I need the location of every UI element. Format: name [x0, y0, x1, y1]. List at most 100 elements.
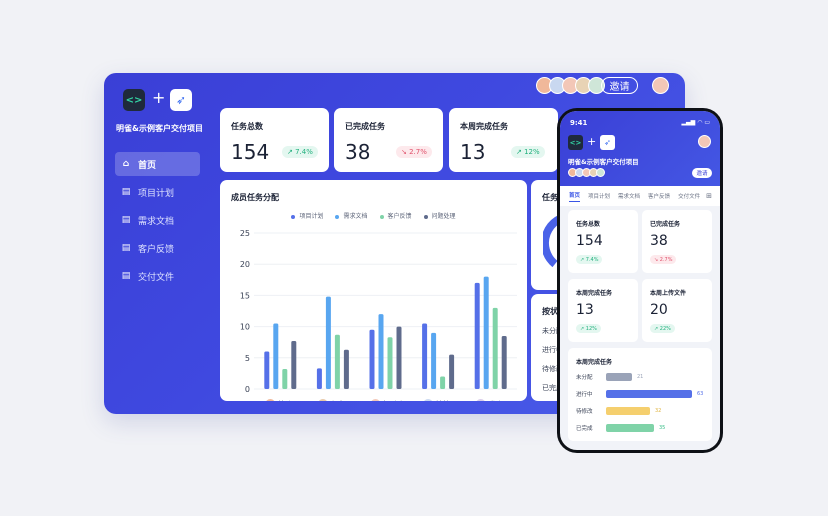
sidebar-item-requirements[interactable]: ▤ 需求文档	[115, 208, 200, 232]
document-icon: ▤	[121, 187, 131, 197]
bar-value: 21	[637, 373, 644, 380]
bar[interactable]	[325, 296, 331, 389]
legend-item[interactable]: 问题处理	[423, 211, 456, 220]
sidebar-item-project-plan[interactable]: ▤ 项目计划	[115, 180, 200, 204]
legend-item[interactable]: 需求文档	[335, 211, 368, 220]
legend-dot	[423, 214, 428, 219]
bar[interactable]	[440, 376, 446, 389]
sidebar-item-label: 客户反馈	[138, 244, 175, 255]
phone-stat-card-completed[interactable]: 已完成任务 38 ↘ 2.7%	[642, 210, 712, 273]
bar	[606, 372, 632, 381]
sidebar-item-label: 需求文档	[138, 216, 175, 227]
sidebar-item-deliverables[interactable]: ▤ 交付文件	[115, 264, 200, 288]
bar[interactable]	[449, 354, 455, 389]
bar[interactable]	[422, 323, 428, 389]
trend-up-icon: ↗	[516, 148, 525, 156]
bar[interactable]	[291, 340, 297, 389]
bar[interactable]	[483, 276, 489, 389]
home-icon: ⌂	[122, 159, 130, 169]
grid-icon[interactable]: ⊞	[706, 192, 712, 200]
sidebar-nav: ⌂ 首页 ▤ 项目计划 ▤ 需求文档 ▤ 客户反馈 ▤ 交付文件	[115, 152, 200, 292]
stat-value: 13	[576, 302, 594, 318]
tab-deliverables[interactable]: 交付文件	[678, 194, 701, 200]
trend-down-icon: ↘	[654, 256, 660, 263]
trend-value: 12%	[585, 325, 597, 332]
bar[interactable]	[492, 307, 498, 389]
tab-requirements[interactable]: 需求文档	[618, 194, 641, 200]
tab-project-plan[interactable]: 项目计划	[588, 194, 611, 200]
phone-stat-card-total[interactable]: 任务总数 154 ↗ 7.4%	[568, 210, 638, 273]
status-bar-row: 进行中 63	[576, 389, 703, 398]
trend-badge: ↗ 22%	[650, 324, 675, 333]
legend-label: 问题处理	[431, 213, 456, 220]
stat-value: 38	[650, 233, 668, 249]
bar[interactable]	[264, 351, 270, 389]
bar[interactable]	[501, 335, 507, 389]
stat-title: 本周完成任务	[576, 290, 613, 297]
user-avatar[interactable]	[698, 135, 711, 148]
project-name: 明雀&示例客户交付项目	[116, 124, 203, 133]
legend-item[interactable]: 项目计划	[291, 211, 323, 220]
stat-card-completed[interactable]: 已完成任务 38 ↘ 2.7%	[334, 108, 443, 172]
tab-feedback[interactable]: 客户反馈	[648, 194, 671, 200]
chart-legend: 项目计划 需求文档 客户反馈 问题处理	[220, 211, 527, 220]
chart-title: 成员任务分配	[231, 193, 279, 202]
avatar	[596, 168, 605, 177]
avatar	[476, 399, 485, 401]
bar[interactable]	[378, 314, 384, 389]
y-tick-label: 5	[245, 354, 250, 363]
bar[interactable]	[474, 282, 480, 389]
bar[interactable]	[396, 326, 402, 389]
bar-chart: 0 5 10 15 20 25 萨叶 邱富 相鹏亮 赫竹 腾欢	[240, 229, 517, 401]
top-bar: 邀请	[104, 73, 685, 99]
sidebar-item-feedback[interactable]: ▤ 客户反馈	[115, 236, 200, 260]
sidebar-item-home[interactable]: ⌂ 首页	[115, 152, 200, 176]
bar[interactable]	[282, 369, 288, 389]
legend-item[interactable]: 客户反馈	[379, 211, 412, 220]
status-bar-row: 已完成 35	[576, 423, 665, 432]
bar[interactable]	[343, 349, 349, 389]
legend-dot	[335, 214, 340, 219]
stat-card-weekly[interactable]: 本周完成任务 13 ↗ 12%	[449, 108, 558, 172]
bar	[606, 423, 654, 432]
stat-card-total[interactable]: 任务总数 154 ↗ 7.4%	[220, 108, 329, 172]
bar[interactable]	[334, 334, 340, 389]
stat-value: 38	[345, 140, 371, 164]
sidebar-item-label: 首页	[138, 160, 157, 171]
bar[interactable]	[431, 332, 437, 389]
member-avatars[interactable]	[568, 168, 605, 177]
legend-dot	[291, 214, 296, 219]
trend-up-icon: ↗	[654, 325, 660, 332]
phone-stat-card-uploads[interactable]: 本周上传文件 20 ↗ 22%	[642, 279, 712, 342]
user-avatar[interactable]	[652, 77, 669, 94]
stat-title: 本周完成任务	[460, 122, 508, 131]
trend-badge: ↗ 12%	[511, 146, 545, 158]
member-avatars[interactable]	[536, 77, 605, 94]
bar[interactable]	[316, 368, 322, 389]
phone-tabs: 首页 项目计划 需求文档 客户反馈 交付文件	[560, 186, 720, 206]
x-tick-label: 邱富	[330, 399, 345, 401]
card-title: 按状态	[542, 307, 566, 316]
y-tick-label: 25	[240, 229, 250, 238]
trend-badge: ↘ 2.7%	[650, 255, 677, 264]
bar-label: 未分配	[576, 374, 593, 381]
invite-button[interactable]: 邀请	[601, 77, 638, 94]
bar-value: 35	[659, 424, 666, 431]
trend-down-icon: ↘	[401, 148, 410, 156]
signal-wifi-battery-icon: ▂▄▆ ◠ ▭	[681, 119, 710, 126]
legend-label: 需求文档	[343, 213, 368, 220]
bar[interactable]	[273, 323, 279, 389]
status-label: 已完成	[542, 384, 563, 392]
tab-home[interactable]: 首页	[569, 191, 581, 202]
bar-label: 进行中	[576, 391, 593, 398]
card-title: 任务完	[542, 193, 566, 202]
trend-value: 12%	[524, 148, 540, 156]
bird-logo-icon: ➶	[170, 89, 192, 111]
phone-stat-card-weekly[interactable]: 本周完成任务 13 ↗ 12%	[568, 279, 638, 342]
bar-value: 32	[655, 407, 662, 414]
bar[interactable]	[369, 329, 375, 389]
bar[interactable]	[387, 337, 393, 389]
x-tick-label: 相鹏亮	[383, 399, 406, 401]
invite-button[interactable]: 邀请	[692, 168, 712, 178]
stat-value: 154	[231, 140, 270, 164]
